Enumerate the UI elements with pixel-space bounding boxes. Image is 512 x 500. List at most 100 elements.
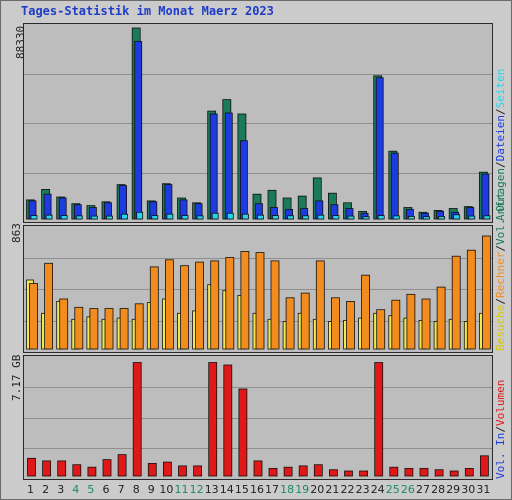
rechner-bar-day-6 (104, 308, 114, 350)
dateien-bar-day-13 (209, 113, 218, 220)
seiten-bar-day-4 (75, 215, 83, 220)
rechner-bar-day-8 (134, 303, 144, 350)
volumen-bar-day-7 (117, 454, 127, 477)
right-legend-panel2: Besuche/Rechner/Vol. Out (494, 192, 507, 351)
legend-text: Dateien (494, 115, 507, 162)
dateien-bar-day-25 (390, 152, 399, 220)
volumen-bar-day-5 (87, 466, 97, 477)
rechner-bar-day-1 (29, 283, 38, 350)
rechner-bar-day-29 (451, 255, 461, 350)
x-tick-label-day-11: 11 (174, 483, 189, 496)
rechner-bar-day-11 (180, 265, 189, 350)
seiten-bar-day-14 (226, 212, 234, 220)
rechner-bar-day-22 (346, 301, 355, 350)
legend-text: Rechner (494, 251, 507, 299)
x-tick-label-day-26: 26 (400, 483, 415, 496)
x-tick-label-day-7: 7 (117, 483, 125, 496)
x-tick-label-day-22: 22 (340, 483, 355, 496)
seiten-bar-day-21 (332, 215, 340, 220)
volumen-bar-day-1 (27, 457, 36, 477)
x-tick-label-day-9: 9 (147, 483, 155, 496)
rechner-bar-day-14 (225, 256, 235, 350)
seiten-bar-day-19 (302, 215, 310, 220)
x-tick-label-day-4: 4 (72, 483, 80, 496)
seiten-bar-day-16 (257, 214, 264, 220)
rechner-bar-day-27 (421, 298, 431, 350)
seiten-bar-day-5 (91, 215, 98, 220)
volumen-bar-day-9 (147, 463, 157, 477)
seiten-bar-day-3 (60, 215, 68, 220)
x-tick-label-day-23: 23 (355, 483, 370, 496)
seiten-bar-day-10 (166, 213, 174, 220)
volumen-bar-day-13 (208, 362, 218, 477)
rechner-bar-day-26 (406, 293, 416, 350)
seiten-bar-day-23 (362, 216, 370, 220)
volumen-bar-day-23 (359, 470, 369, 477)
x-tick-label-day-27: 27 (416, 483, 430, 496)
seiten-bar-day-6 (106, 215, 113, 220)
legend-text: Besuche (494, 304, 507, 351)
requests-files-pages-panel (23, 23, 493, 223)
y-max-label-visits: 863 (10, 223, 23, 243)
seiten-bar-day-22 (347, 215, 355, 220)
x-tick-label-day-28: 28 (431, 483, 446, 496)
rechner-bar-day-15 (240, 250, 250, 350)
seiten-bar-day-11 (181, 215, 189, 220)
x-tick-label-day-30: 30 (461, 483, 476, 496)
dateien-bar-day-14 (224, 112, 233, 220)
rechner-bar-day-18 (285, 297, 295, 350)
x-tick-label-day-12: 12 (189, 483, 204, 496)
volumen-bar-day-12 (193, 465, 203, 477)
rechner-bar-day-9 (149, 266, 159, 350)
legend-text: / (494, 298, 507, 305)
volume-panel (23, 355, 493, 480)
volumen-bar-day-4 (72, 464, 82, 477)
x-tick-label-day-16: 16 (250, 483, 264, 496)
legend-text: Volumen (494, 379, 507, 427)
volumen-bar-day-18 (283, 466, 293, 477)
x-tick-label-day-17: 17 (265, 483, 279, 496)
rechner-bar-day-28 (436, 286, 446, 350)
x-tick-label-day-19: 19 (295, 483, 310, 496)
rechner-bar-day-10 (164, 259, 174, 350)
x-tick-label-day-5: 5 (87, 483, 95, 496)
legend-text: / (494, 426, 507, 433)
x-tick-label-day-1: 1 (27, 483, 34, 496)
x-tick-label-day-15: 15 (234, 483, 249, 496)
seiten-bar-day-24 (377, 215, 385, 220)
volumen-bar-day-22 (344, 470, 353, 477)
volumen-bar-day-25 (389, 466, 399, 477)
volumen-bar-day-17 (268, 468, 278, 477)
rechner-bar-day-5 (89, 308, 99, 350)
volumen-bar-day-11 (178, 465, 187, 477)
rechner-bar-day-20 (315, 260, 325, 350)
dateien-bar-day-31 (481, 173, 490, 220)
x-tick-label-day-25: 25 (385, 483, 400, 496)
seiten-bar-day-15 (241, 213, 249, 220)
rechner-bar-day-21 (330, 297, 340, 350)
seiten-bar-day-1 (30, 215, 38, 220)
x-tick-label-day-2: 2 (42, 483, 50, 496)
x-tick-label-day-14: 14 (219, 483, 234, 496)
volume-chart (24, 362, 492, 477)
volumen-bar-day-29 (449, 470, 459, 477)
seiten-bar-day-27 (423, 216, 430, 220)
right-legend-panel3: Vol. In/Volumen (494, 380, 507, 479)
rechner-bar-day-19 (300, 292, 310, 350)
dateien-bar-day-15 (239, 140, 248, 220)
volumen-bar-day-14 (223, 364, 233, 477)
seiten-bar-day-18 (287, 215, 295, 220)
x-tick-label-day-20: 20 (310, 483, 325, 496)
seiten-bar-day-2 (45, 214, 53, 220)
rechner-bar-day-12 (195, 261, 205, 350)
legend-text: Seiten (494, 68, 507, 109)
volumen-bar-day-3 (57, 460, 67, 477)
x-tick-label-day-21: 21 (325, 483, 340, 496)
x-tick-label-day-31: 31 (476, 483, 491, 496)
y-max-label-requests: 88330 (14, 25, 27, 59)
legend-text: / (494, 245, 507, 252)
x-tick-label-day-24: 24 (370, 483, 385, 496)
volumen-bar-day-21 (328, 469, 338, 477)
volumen-bar-day-2 (42, 460, 52, 477)
seiten-bar-day-12 (196, 215, 204, 220)
